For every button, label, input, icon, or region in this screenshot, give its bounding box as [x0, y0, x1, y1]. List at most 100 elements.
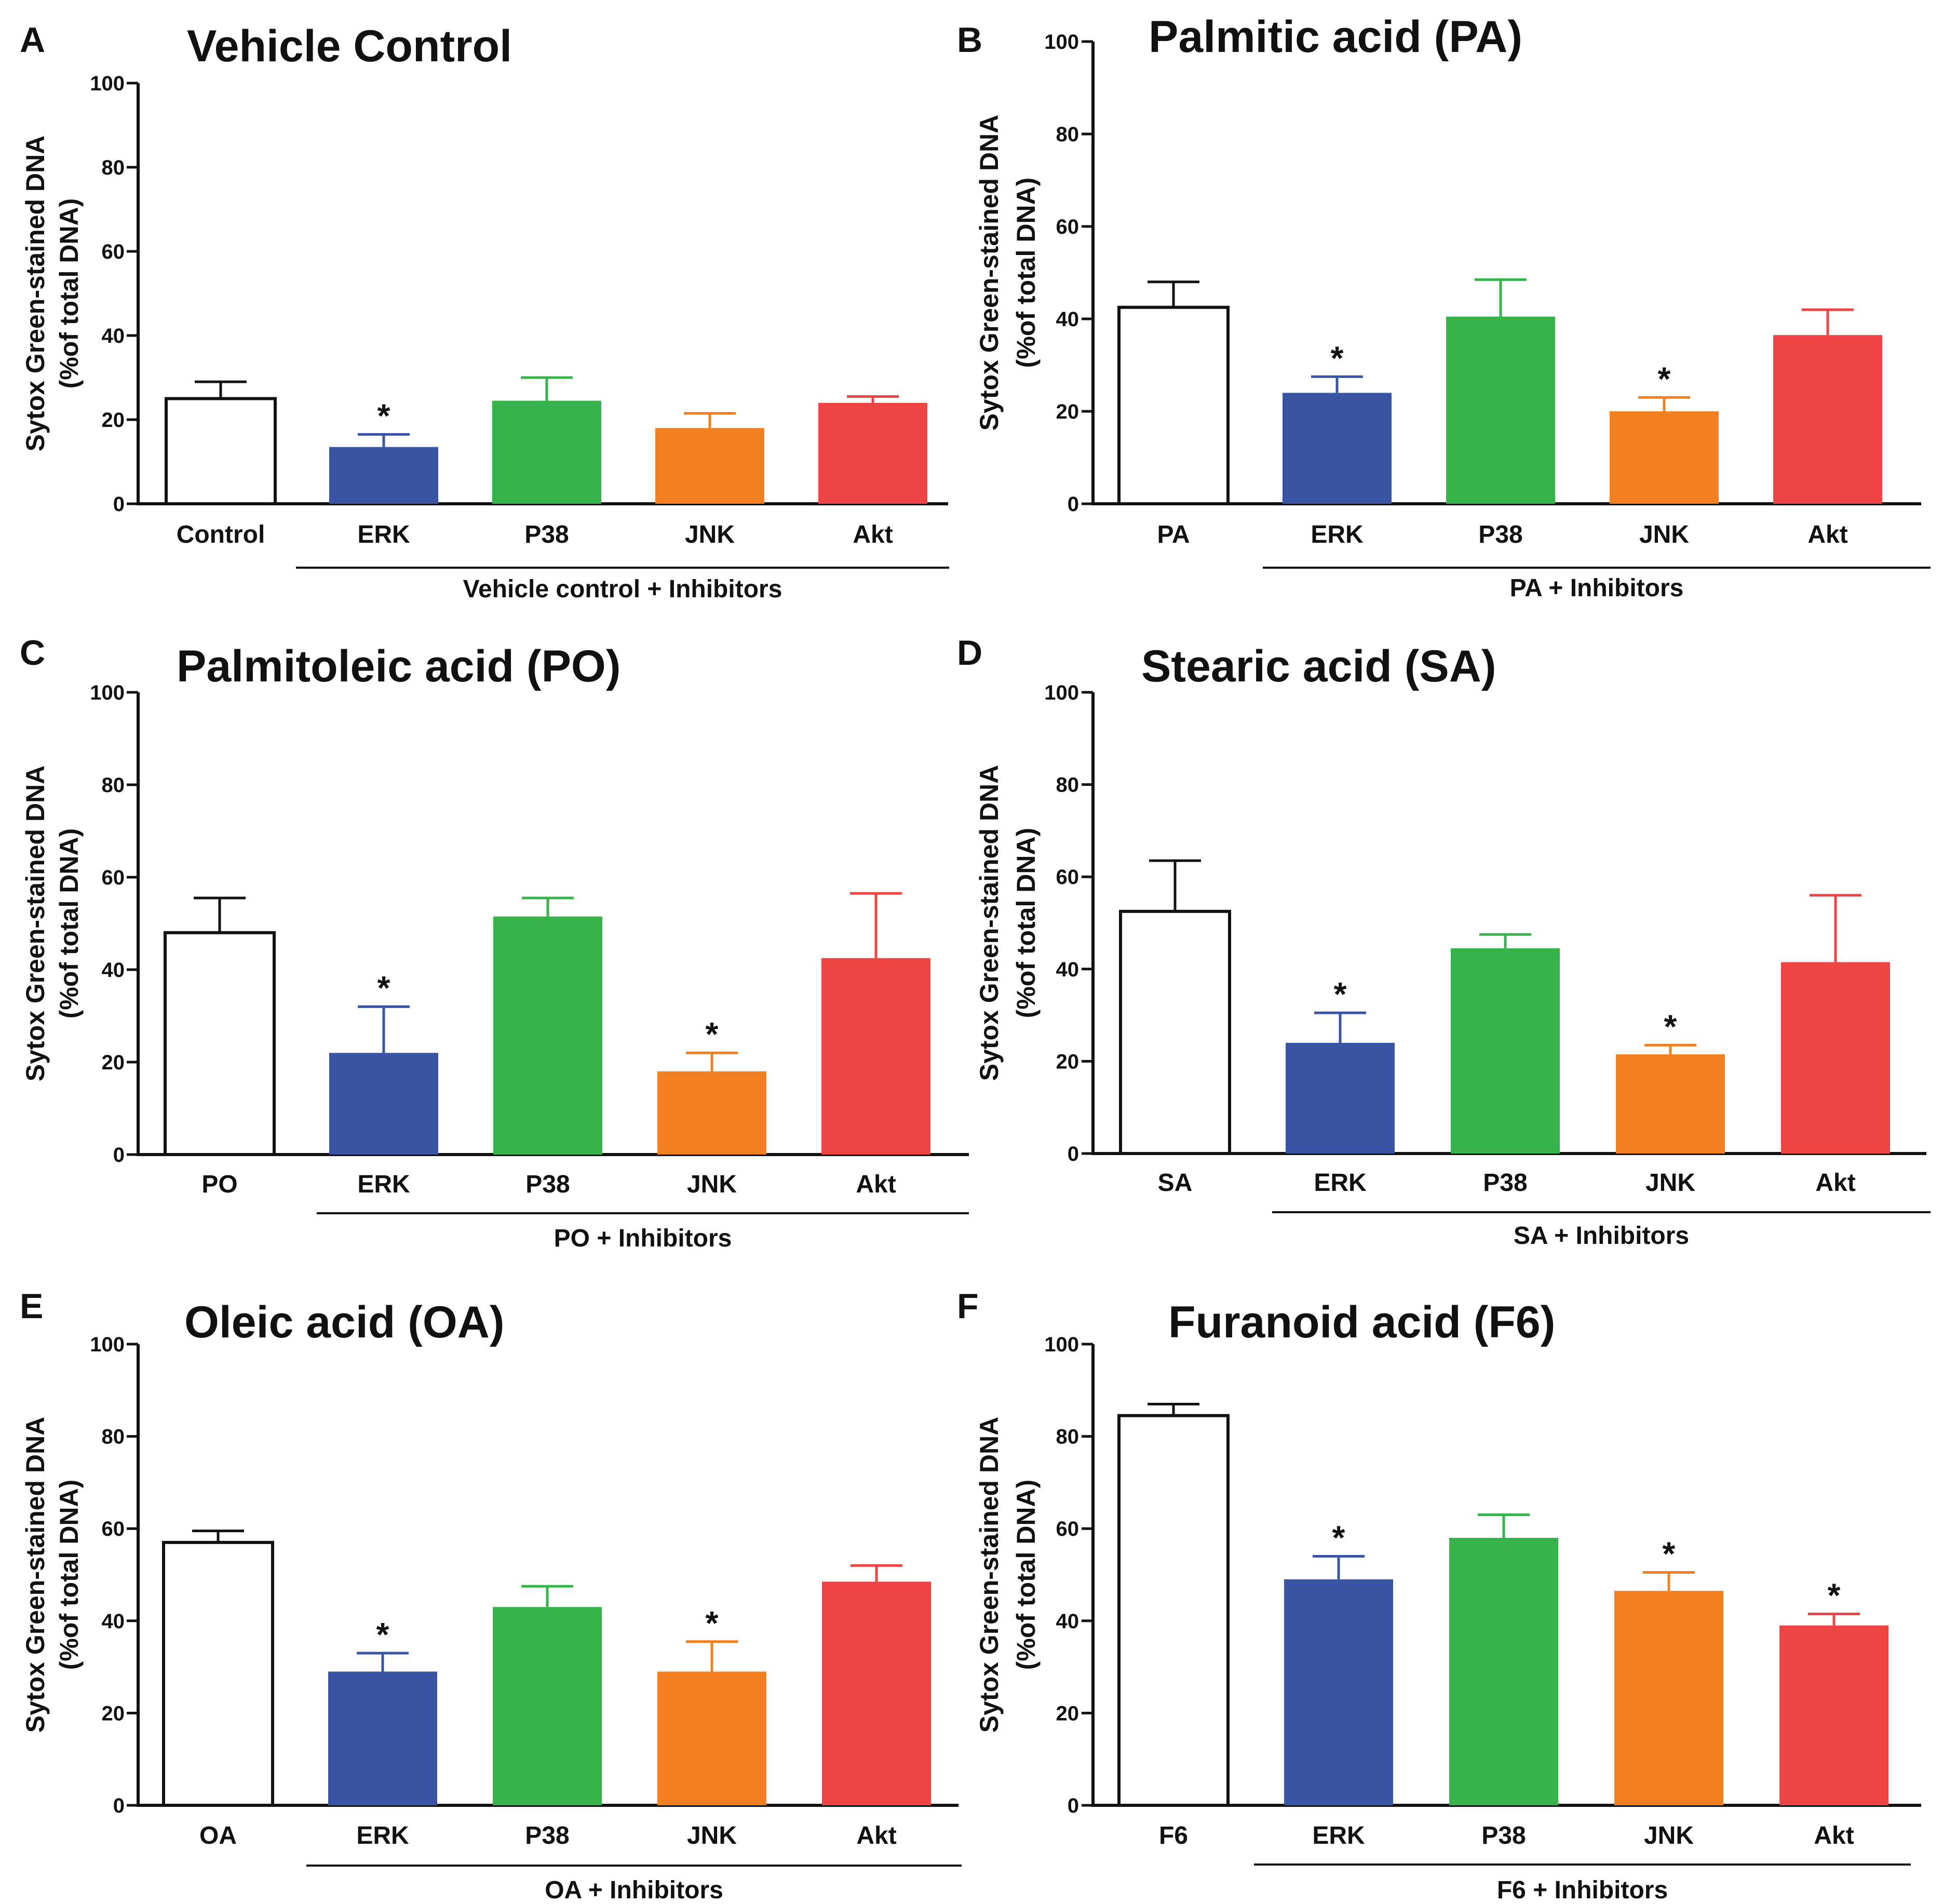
- bar-p38: [493, 916, 602, 1155]
- panel-d: D Stearic acid (SA) Sytox Green-stained DN…: [957, 633, 1931, 1250]
- y-tick-label: 20: [102, 409, 125, 432]
- category-label: Akt: [1807, 521, 1847, 548]
- y-tick-label: 40: [1056, 1610, 1080, 1633]
- bar-jnk: [657, 1671, 766, 1805]
- bar-sa: [1119, 909, 1231, 1156]
- panel-b: B Palmitic acid (PA) Sytox Green-stained D…: [957, 12, 1931, 602]
- bar-akt: [821, 958, 930, 1155]
- bar-jnk: [1616, 1054, 1725, 1154]
- category-label: P38: [525, 1171, 570, 1198]
- significance-marker: *: [1332, 1519, 1345, 1556]
- y-axis-label-units: (%of total DNA): [1011, 178, 1041, 368]
- category-label: Akt: [853, 521, 893, 548]
- bar-akt: [1779, 1625, 1888, 1805]
- bar-po: [164, 931, 276, 1157]
- y-tick-label: 20: [102, 1051, 125, 1074]
- y-tick-label: 100: [90, 681, 125, 704]
- panel-letter: A: [20, 20, 45, 60]
- significance-marker: *: [706, 1015, 719, 1053]
- y-tick-label: 60: [1056, 1518, 1080, 1540]
- significance-marker: *: [1331, 339, 1344, 377]
- significance-marker: *: [1663, 1535, 1676, 1573]
- bar-p38: [1449, 1537, 1558, 1805]
- bar-f6: [1117, 1414, 1230, 1807]
- y-tick-label: 0: [1068, 1794, 1079, 1817]
- category-label: P38: [1478, 521, 1522, 548]
- category-label: ERK: [1311, 521, 1364, 548]
- panel-c: C Palmitoleic acid (PO) Sytox Green-staine…: [20, 633, 969, 1252]
- bar-akt: [1781, 962, 1890, 1154]
- y-tick-label: 100: [90, 72, 125, 95]
- category-label: ERK: [356, 1822, 409, 1849]
- bar-jnk: [1614, 1591, 1723, 1805]
- bar-akt: [822, 1581, 931, 1805]
- group-label: PO + Inhibitors: [554, 1225, 732, 1252]
- panel-e: E Oleic acid (OA) Sytox Green-stained DNA(…: [20, 1286, 962, 1904]
- bar-erk: [329, 1053, 438, 1155]
- category-label: PA: [1157, 521, 1190, 548]
- y-tick-label: 0: [113, 493, 125, 516]
- category-label: P38: [525, 1822, 569, 1849]
- category-label: SA: [1158, 1169, 1193, 1197]
- chart-title: Vehicle Control: [187, 21, 512, 71]
- category-label: Control: [177, 521, 265, 548]
- bar-erk: [329, 447, 438, 504]
- y-axis-label-units: (%of total DNA): [55, 1480, 84, 1670]
- group-label: PA + Inhibitors: [1510, 574, 1684, 602]
- y-tick-label: 80: [102, 1426, 125, 1449]
- significance-marker: *: [377, 969, 390, 1007]
- y-tick-label: 100: [90, 1333, 125, 1356]
- bar-erk: [1286, 1042, 1395, 1154]
- significance-marker: *: [1334, 975, 1347, 1013]
- y-tick-label: 0: [1068, 1143, 1079, 1165]
- bar-erk: [1284, 1579, 1393, 1805]
- significance-marker: *: [1658, 360, 1671, 397]
- y-tick-label: 60: [1056, 866, 1080, 889]
- y-axis-label: Sytox Green-stained DNA: [21, 136, 50, 451]
- panel-letter: F: [957, 1286, 979, 1326]
- y-tick-label: 0: [113, 1144, 125, 1166]
- group-label: SA + Inhibitors: [1514, 1222, 1689, 1250]
- y-axis-label: Sytox Green-stained DNA: [975, 765, 1004, 1081]
- bar-oa: [162, 1540, 274, 1807]
- y-tick-label: 100: [1044, 681, 1079, 704]
- category-label: OA: [199, 1822, 237, 1849]
- chart-title: Palmitoleic acid (PO): [177, 641, 620, 691]
- y-tick-label: 40: [1056, 308, 1080, 331]
- y-axis-label-units: (%of total DNA): [55, 828, 84, 1019]
- category-label: JNK: [1644, 1822, 1694, 1849]
- category-label: Akt: [1814, 1822, 1854, 1849]
- significance-marker: *: [706, 1604, 719, 1642]
- category-label: JNK: [1645, 1169, 1695, 1197]
- bar-akt: [818, 403, 927, 504]
- bar-p38: [493, 1607, 602, 1805]
- category-label: F6: [1159, 1822, 1188, 1849]
- y-axis-label-units: (%of total DNA): [1011, 1480, 1041, 1670]
- y-tick-label: 20: [102, 1702, 125, 1725]
- y-tick-label: 60: [102, 1518, 125, 1540]
- significance-marker: *: [1828, 1576, 1841, 1614]
- category-label: JNK: [687, 1171, 737, 1198]
- panel-a: A Vehicle Control Sytox Green-stained DNA(…: [20, 20, 949, 603]
- y-axis-label: Sytox Green-stained DNA: [21, 1417, 50, 1733]
- category-label: P38: [1481, 1822, 1526, 1849]
- chart-title: Palmitic acid (PA): [1149, 12, 1522, 62]
- y-tick-label: 100: [1044, 31, 1079, 53]
- category-label: JNK: [685, 521, 735, 548]
- panel-letter: B: [957, 20, 982, 60]
- y-tick-label: 20: [1056, 1702, 1080, 1725]
- category-label: Akt: [1815, 1169, 1855, 1197]
- y-tick-label: 0: [1068, 493, 1079, 516]
- y-tick-label: 60: [1056, 216, 1080, 238]
- category-label: P38: [524, 521, 569, 548]
- category-label: ERK: [1314, 1169, 1367, 1197]
- y-axis-label-units: (%of total DNA): [55, 198, 84, 389]
- bar-akt: [1773, 335, 1882, 504]
- category-label: PO: [201, 1171, 237, 1198]
- category-label: ERK: [357, 521, 410, 548]
- y-tick-label: 40: [102, 1610, 125, 1633]
- y-tick-label: 60: [102, 866, 125, 889]
- y-tick-label: 80: [102, 156, 125, 179]
- group-label: F6 + Inhibitors: [1497, 1876, 1668, 1904]
